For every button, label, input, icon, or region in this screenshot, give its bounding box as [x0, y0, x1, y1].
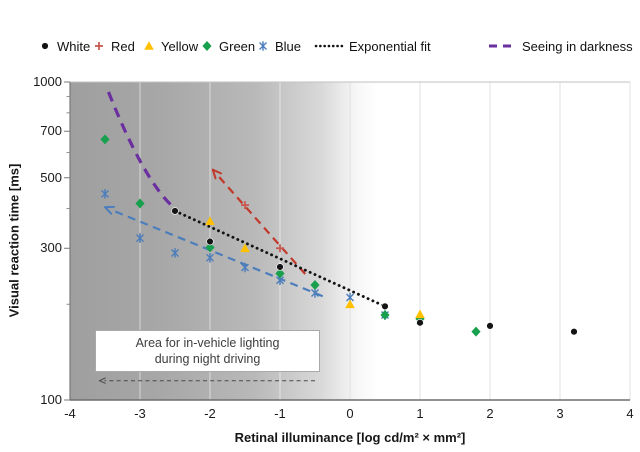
y-tick-label: 300 [40, 240, 62, 256]
y-tick-label: 700 [40, 123, 62, 139]
night-driving-arrowhead [98, 377, 106, 384]
data-point-yellow [240, 243, 250, 253]
star-icon [259, 41, 267, 51]
legend-item-exponential-fit: Exponential fit [314, 38, 431, 54]
x-tick-label: 2 [486, 406, 494, 421]
data-point-green [275, 268, 285, 279]
legend-item-yellow: Yellow [142, 38, 199, 54]
data-point-green [471, 326, 481, 337]
legend-label-yellow: Yellow [161, 38, 199, 54]
triangle-glyph [144, 41, 154, 50]
circle-glyph [41, 42, 49, 50]
y-axis-title: Visual reaction time [ms] [6, 163, 22, 318]
data-point-white [416, 319, 424, 327]
x-tick-label: 3 [556, 406, 564, 421]
legend-item-seeing-in-darkness: Seeing in darkness [487, 38, 633, 54]
plus-icon [95, 42, 103, 50]
legend-item-green: Green [200, 38, 256, 54]
data-point-red [241, 201, 249, 210]
x-tick-label: -4 [64, 406, 76, 421]
data-point-white [276, 263, 284, 271]
data-point-yellow [345, 299, 355, 309]
legend-label-seeing-in-darkness: Seeing in darkness [522, 38, 633, 54]
data-point-green [100, 134, 110, 145]
seeing-in-darkness-line-sample-icon [489, 44, 515, 48]
blue-trend-arrowhead [104, 205, 115, 215]
legend-label-blue: Blue [275, 38, 302, 54]
data-point-white [570, 327, 578, 336]
area-annotation-line1: Area for in-vehicle lighting [135, 335, 280, 350]
star-glyph [259, 41, 267, 51]
data-point-blue [241, 262, 249, 273]
legend-label-exponential-fit: Exponential fit [349, 38, 431, 54]
data-point-yellow [205, 216, 215, 225]
data-point-white [206, 237, 214, 246]
legend: White Red Yellow Green Blue Exponential fit Se… [0, 0, 640, 60]
data-point-green [310, 279, 320, 290]
legend-label-red: Red [111, 38, 135, 54]
diamond-icon [202, 41, 212, 51]
red-trend-arrowhead [211, 168, 222, 180]
x-axis-title: Retinal illuminance [log cd/m² × mm²] [234, 430, 466, 445]
data-point-blue [101, 189, 109, 199]
x-tick-label: -2 [204, 406, 216, 421]
data-point-white [381, 302, 389, 311]
legend-item-blue: Blue [256, 38, 302, 54]
blue-trend-arrow [111, 209, 324, 298]
x-tick-label: 1 [416, 406, 424, 421]
x-tick-label: 0 [346, 406, 354, 421]
x-tick-label: -1 [274, 406, 286, 421]
red-trend-arrow [217, 175, 307, 275]
data-point-green [205, 242, 215, 253]
data-point-green [135, 198, 145, 209]
area-annotation-box: Area for in-vehicle lighting during nigh… [95, 330, 320, 372]
data-point-blue [206, 253, 214, 263]
area-annotation-line2: during night driving [154, 352, 261, 366]
diamond-glyph [202, 41, 212, 51]
triangle-icon [144, 41, 154, 50]
legend-label-green: Green [219, 38, 256, 54]
data-point-white [486, 322, 494, 330]
legend-item-white: White [38, 38, 91, 54]
legend-item-red: Red [92, 38, 135, 54]
data-point-white [171, 207, 179, 215]
y-tick-label: 1000 [33, 74, 62, 89]
y-tick-label: 100 [40, 392, 62, 407]
legend-label-white: White [57, 38, 91, 54]
plus-glyph [95, 42, 103, 50]
circle-icon [41, 42, 49, 50]
x-tick-label: -3 [134, 406, 146, 421]
x-tick-label: 4 [626, 406, 634, 421]
exponential-fit-line [173, 209, 387, 308]
data-point-green [380, 310, 390, 321]
data-point-blue [171, 248, 179, 258]
data-point-blue [136, 233, 144, 243]
y-tick-label: 500 [40, 169, 62, 185]
seeing-in-darkness-curve [107, 91, 177, 210]
data-point-red [276, 244, 284, 253]
exponential-fit-line-sample-icon [314, 44, 344, 48]
data-point-yellow [415, 309, 425, 319]
